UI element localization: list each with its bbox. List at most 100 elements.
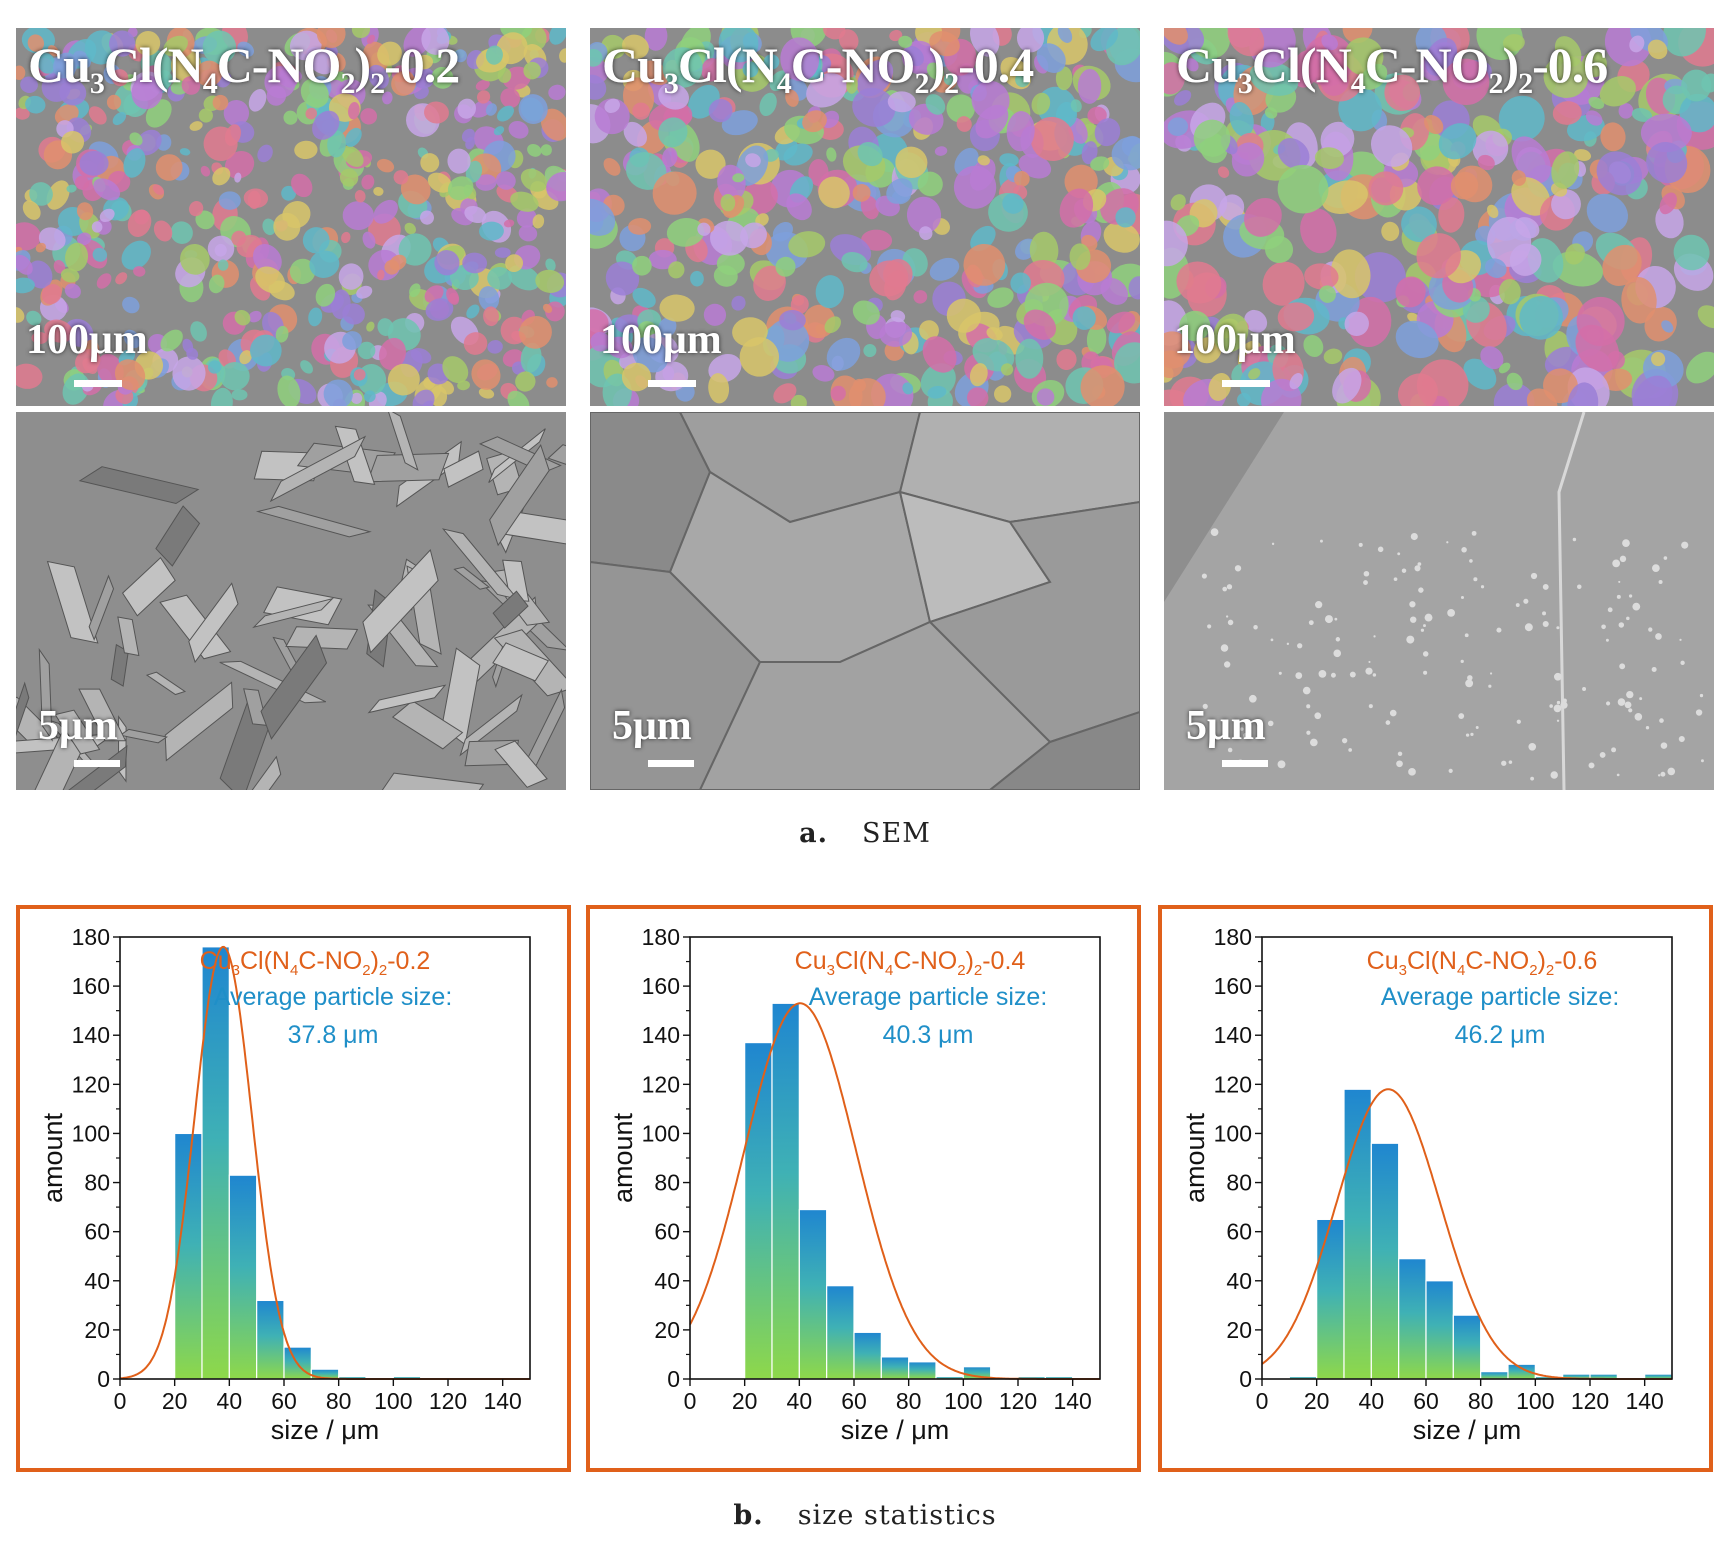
chart-title: Cu3Cl(N4C-NO2)2-0.2 [200, 947, 431, 979]
histogram-bar [228, 1174, 258, 1380]
title-text: Cl(N [240, 947, 290, 975]
x-tick-label: 0 [684, 1388, 697, 1414]
y-tick-label: 0 [667, 1366, 680, 1392]
histogram-bar [1452, 1314, 1482, 1380]
y-tick-label: 120 [72, 1071, 110, 1097]
title-text: Cu [200, 947, 232, 975]
x-tick-label: 120 [1571, 1388, 1609, 1414]
label-text: -0.4 [958, 37, 1034, 93]
histogram-bar [826, 1285, 855, 1380]
y-tick-label: 100 [642, 1120, 680, 1146]
average-size-label: Average particle size: [214, 983, 453, 1011]
title-text: Cl(N [835, 947, 885, 975]
title-text: ) [966, 947, 974, 975]
sem-caption-letter: a. [799, 818, 829, 849]
label-text: ) [1502, 37, 1519, 93]
sem-sample-label: Cu3Cl(N4C-NO2)2-0.4 [602, 36, 1034, 101]
title-text: C-NO [893, 947, 957, 975]
title-text: Cu [1367, 947, 1399, 975]
sem-caption: a. SEM [0, 818, 1730, 849]
x-tick-label: 120 [999, 1388, 1037, 1414]
label-text: -0.2 [384, 37, 460, 93]
title-text: ) [371, 947, 379, 975]
y-tick-label: 60 [1226, 1219, 1252, 1245]
y-tick-label: 180 [642, 924, 680, 950]
histogram-bar [1425, 1280, 1454, 1380]
histogram-bar [798, 1208, 828, 1380]
scale-bar [648, 380, 696, 387]
x-tick-label: 140 [1625, 1388, 1663, 1414]
label-text: ) [928, 37, 945, 93]
scale-bar [74, 760, 120, 767]
size-histogram-chart-2: 0 20 40 60 80 100 120 140 0 20 40 60 80 100 120 140 160 1… [608, 924, 1101, 1445]
y-axis-label: amount [608, 1112, 638, 1203]
label-subscript: 3 [663, 67, 679, 100]
x-tick-label: 120 [429, 1388, 467, 1414]
y-tick-label: 100 [72, 1120, 110, 1146]
y-axis-label: amount [38, 1112, 68, 1203]
x-tick-label: 80 [896, 1388, 922, 1414]
label-text: C-NO [790, 37, 916, 93]
x-tick-label: 60 [841, 1388, 867, 1414]
average-size-label: Average particle size: [1381, 983, 1620, 1011]
scale-bar-label: 5μm [38, 703, 118, 749]
label-text: C-NO [216, 37, 342, 93]
x-tick-label: 140 [483, 1388, 521, 1414]
label-subscript: 4 [1350, 67, 1366, 100]
y-tick-label: 160 [1214, 973, 1252, 999]
label-text: -0.6 [1532, 37, 1608, 93]
label-subscript: 2 [370, 67, 385, 100]
y-tick-label: 80 [1226, 1170, 1252, 1196]
histogram-bar [256, 1299, 285, 1380]
sem-highmag-image-1: 5μm [16, 412, 566, 790]
label-text: Cl(N [1251, 37, 1352, 93]
x-tick-label: 140 [1053, 1388, 1091, 1414]
average-size-label: Average particle size: [809, 983, 1048, 1011]
x-tick-label: 20 [162, 1388, 188, 1414]
sem-caption-text: SEM [862, 818, 931, 849]
label-subscript: 2 [914, 67, 929, 100]
title-subscript: 2 [379, 962, 387, 979]
stats-caption: b. size statistics [0, 1500, 1730, 1531]
x-tick-label: 80 [326, 1388, 352, 1414]
scale-bar [1222, 760, 1268, 767]
title-subscript: 4 [885, 962, 893, 979]
x-tick-label: 20 [1304, 1388, 1330, 1414]
label-subscript: 2 [1488, 67, 1503, 100]
chart-title: Cu3Cl(N4C-NO2)2-0.4 [795, 947, 1026, 979]
y-tick-label: 140 [642, 1022, 680, 1048]
histogram-bar [1370, 1142, 1400, 1380]
y-axis-label: amount [1180, 1112, 1210, 1203]
sem-highmag-image-2: 5μm [590, 412, 1140, 790]
label-subscript: 3 [1237, 67, 1253, 100]
y-tick-label: 160 [642, 973, 680, 999]
x-tick-label: 40 [217, 1388, 243, 1414]
x-tick-label: 0 [1256, 1388, 1269, 1414]
histogram-bar [1316, 1218, 1345, 1380]
histogram-bar [771, 1002, 800, 1380]
y-tick-label: 180 [1214, 924, 1252, 950]
y-tick-label: 120 [1214, 1071, 1252, 1097]
size-chart-panel-1: 0 20 40 60 80 100 120 140 0 20 40 60 80 100 120 140 160 1… [16, 905, 571, 1472]
title-subscript: 3 [827, 962, 835, 979]
y-tick-label: 40 [84, 1268, 110, 1294]
y-tick-label: 40 [1226, 1268, 1252, 1294]
x-tick-label: 80 [1468, 1388, 1494, 1414]
y-tick-label: 20 [84, 1317, 110, 1343]
scale-bar [1222, 380, 1270, 387]
stats-caption-letter: b. [733, 1500, 764, 1531]
label-text: Cl(N [677, 37, 778, 93]
label-text: Cu [28, 37, 91, 93]
x-axis-label: size / μm [271, 1415, 380, 1445]
label-subscript: 4 [202, 67, 218, 100]
histogram-bar [880, 1356, 910, 1380]
scale-bar-label: 100μm [26, 317, 148, 363]
y-tick-label: 20 [1226, 1317, 1252, 1343]
y-tick-label: 80 [84, 1170, 110, 1196]
label-subscript: 2 [340, 67, 355, 100]
y-tick-label: 0 [1239, 1366, 1252, 1392]
sem-lowmag-image-3: Cu3Cl(N4C-NO2)2-0.6 100μm [1164, 28, 1714, 406]
histogram-bar [1480, 1371, 1509, 1380]
label-text: C-NO [1364, 37, 1490, 93]
y-tick-label: 60 [84, 1219, 110, 1245]
